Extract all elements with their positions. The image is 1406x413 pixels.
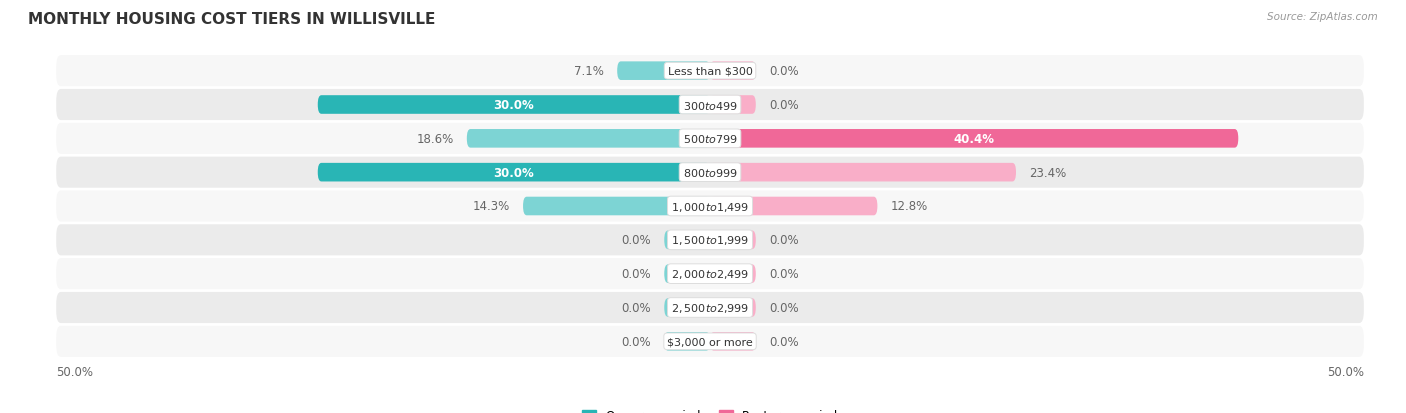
Text: 0.0%: 0.0% bbox=[769, 65, 799, 78]
FancyBboxPatch shape bbox=[710, 96, 756, 114]
Text: 0.0%: 0.0% bbox=[769, 99, 799, 112]
FancyBboxPatch shape bbox=[318, 164, 710, 182]
FancyBboxPatch shape bbox=[710, 332, 756, 351]
Text: Less than $300: Less than $300 bbox=[668, 66, 752, 76]
FancyBboxPatch shape bbox=[467, 130, 710, 148]
Text: 0.0%: 0.0% bbox=[621, 301, 651, 314]
FancyBboxPatch shape bbox=[56, 157, 1364, 188]
FancyBboxPatch shape bbox=[664, 231, 710, 249]
Legend: Owner-occupied, Renter-occupied: Owner-occupied, Renter-occupied bbox=[576, 404, 844, 413]
Text: 40.4%: 40.4% bbox=[953, 133, 994, 145]
Text: 30.0%: 30.0% bbox=[494, 99, 534, 112]
Text: 50.0%: 50.0% bbox=[56, 365, 93, 378]
Text: $800 to $999: $800 to $999 bbox=[682, 167, 738, 179]
Text: $1,000 to $1,499: $1,000 to $1,499 bbox=[671, 200, 749, 213]
Text: 12.8%: 12.8% bbox=[890, 200, 928, 213]
FancyBboxPatch shape bbox=[664, 265, 710, 283]
Text: 30.0%: 30.0% bbox=[494, 166, 534, 179]
Text: 0.0%: 0.0% bbox=[621, 234, 651, 247]
FancyBboxPatch shape bbox=[56, 191, 1364, 222]
FancyBboxPatch shape bbox=[710, 231, 756, 249]
FancyBboxPatch shape bbox=[56, 326, 1364, 357]
FancyBboxPatch shape bbox=[56, 292, 1364, 323]
Text: 0.0%: 0.0% bbox=[769, 301, 799, 314]
Text: 0.0%: 0.0% bbox=[621, 268, 651, 280]
Text: 18.6%: 18.6% bbox=[416, 133, 454, 145]
FancyBboxPatch shape bbox=[56, 90, 1364, 121]
Text: 7.1%: 7.1% bbox=[574, 65, 605, 78]
Text: $3,000 or more: $3,000 or more bbox=[668, 337, 752, 347]
FancyBboxPatch shape bbox=[710, 265, 756, 283]
FancyBboxPatch shape bbox=[56, 123, 1364, 154]
FancyBboxPatch shape bbox=[56, 259, 1364, 290]
FancyBboxPatch shape bbox=[710, 299, 756, 317]
FancyBboxPatch shape bbox=[56, 225, 1364, 256]
Text: 0.0%: 0.0% bbox=[769, 335, 799, 348]
FancyBboxPatch shape bbox=[56, 56, 1364, 87]
Text: 0.0%: 0.0% bbox=[769, 234, 799, 247]
Text: 0.0%: 0.0% bbox=[769, 268, 799, 280]
FancyBboxPatch shape bbox=[664, 332, 710, 351]
FancyBboxPatch shape bbox=[664, 299, 710, 317]
Text: Source: ZipAtlas.com: Source: ZipAtlas.com bbox=[1267, 12, 1378, 22]
FancyBboxPatch shape bbox=[318, 96, 710, 114]
FancyBboxPatch shape bbox=[710, 130, 1239, 148]
Text: 14.3%: 14.3% bbox=[472, 200, 510, 213]
Text: $300 to $499: $300 to $499 bbox=[682, 99, 738, 111]
Text: 0.0%: 0.0% bbox=[621, 335, 651, 348]
Text: 23.4%: 23.4% bbox=[1029, 166, 1066, 179]
FancyBboxPatch shape bbox=[710, 62, 756, 81]
FancyBboxPatch shape bbox=[710, 197, 877, 216]
Text: 50.0%: 50.0% bbox=[1327, 365, 1364, 378]
FancyBboxPatch shape bbox=[617, 62, 710, 81]
Text: $500 to $799: $500 to $799 bbox=[682, 133, 738, 145]
Text: $2,500 to $2,999: $2,500 to $2,999 bbox=[671, 301, 749, 314]
Text: $1,500 to $1,999: $1,500 to $1,999 bbox=[671, 234, 749, 247]
FancyBboxPatch shape bbox=[710, 164, 1017, 182]
FancyBboxPatch shape bbox=[523, 197, 710, 216]
Text: $2,000 to $2,499: $2,000 to $2,499 bbox=[671, 268, 749, 280]
Text: MONTHLY HOUSING COST TIERS IN WILLISVILLE: MONTHLY HOUSING COST TIERS IN WILLISVILL… bbox=[28, 12, 436, 27]
